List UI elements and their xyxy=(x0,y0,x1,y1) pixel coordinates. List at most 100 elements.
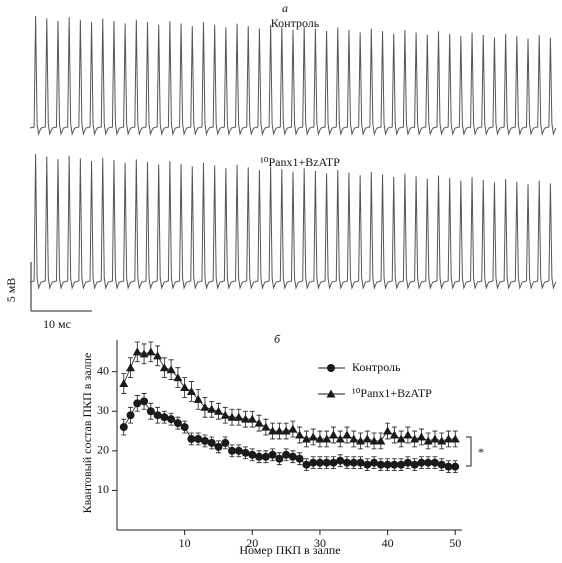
marker xyxy=(282,450,291,459)
marker xyxy=(153,411,162,420)
marker xyxy=(403,458,412,467)
marker xyxy=(288,452,297,461)
marker xyxy=(214,442,223,451)
trace xyxy=(29,15,557,136)
marker xyxy=(349,458,358,467)
marker xyxy=(207,438,216,447)
x-tick-label: 40 xyxy=(382,536,394,550)
marker xyxy=(390,460,399,469)
marker xyxy=(315,458,324,467)
marker xyxy=(268,450,277,459)
marker xyxy=(187,434,196,443)
marker xyxy=(234,412,244,421)
marker xyxy=(423,436,433,445)
marker xyxy=(146,407,155,416)
marker xyxy=(207,404,217,413)
x-axis-label: Номер ПКП в залпе xyxy=(239,543,340,557)
y-axis-label: Квантовый состав ПКП в залпе xyxy=(80,353,94,514)
marker xyxy=(389,430,399,439)
significance-bracket xyxy=(466,436,472,467)
marker xyxy=(376,460,385,469)
marker xyxy=(336,456,345,465)
marker xyxy=(329,458,338,467)
marker xyxy=(437,436,447,445)
legend-label: Контроль xyxy=(352,360,401,374)
marker xyxy=(241,414,251,423)
y-tick-label: 30 xyxy=(97,403,109,417)
trace-label: ¹⁰Panx1+BzATP xyxy=(260,155,340,169)
y-tick-label: 40 xyxy=(97,363,109,377)
marker xyxy=(295,454,304,463)
marker xyxy=(328,430,338,439)
marker xyxy=(159,363,169,372)
marker xyxy=(322,458,331,467)
marker xyxy=(254,418,264,427)
marker xyxy=(396,434,406,443)
marker xyxy=(349,434,359,443)
marker xyxy=(146,347,156,356)
marker xyxy=(200,402,210,411)
marker xyxy=(450,434,460,443)
marker xyxy=(302,460,311,469)
marker xyxy=(255,452,264,461)
marker xyxy=(274,426,284,435)
marker xyxy=(281,426,291,435)
marker xyxy=(370,458,379,467)
x-tick-label: 20 xyxy=(246,536,258,550)
marker xyxy=(220,410,230,419)
marker xyxy=(356,436,366,445)
marker xyxy=(417,458,426,467)
marker xyxy=(326,389,336,398)
x-tick-label: 30 xyxy=(314,536,326,550)
marker xyxy=(194,434,203,443)
marker xyxy=(322,434,332,443)
marker xyxy=(397,460,406,469)
marker xyxy=(342,430,352,439)
marker xyxy=(227,412,237,421)
marker xyxy=(315,434,325,443)
marker xyxy=(444,462,453,471)
marker xyxy=(166,365,176,374)
trace-label: Контроль xyxy=(271,16,320,30)
marker xyxy=(261,452,270,461)
annotation: * xyxy=(478,445,484,459)
marker xyxy=(295,430,305,439)
marker xyxy=(261,422,271,431)
marker xyxy=(410,434,420,443)
marker xyxy=(301,434,311,443)
marker xyxy=(160,413,169,422)
marker xyxy=(416,432,426,441)
marker xyxy=(268,426,278,435)
marker xyxy=(327,364,335,372)
marker xyxy=(241,448,250,457)
marker xyxy=(133,399,142,408)
marker xyxy=(275,454,284,463)
marker xyxy=(173,373,183,382)
marker xyxy=(430,434,440,443)
marker xyxy=(383,460,392,469)
marker xyxy=(126,363,136,372)
marker xyxy=(200,436,209,445)
marker xyxy=(309,458,318,467)
marker xyxy=(362,434,372,443)
marker xyxy=(228,446,236,455)
marker xyxy=(167,415,176,424)
marker xyxy=(193,394,203,403)
marker xyxy=(247,414,257,423)
marker xyxy=(153,351,163,360)
marker xyxy=(126,411,135,420)
marker xyxy=(410,460,419,469)
marker xyxy=(430,458,439,467)
marker xyxy=(213,406,223,415)
marker xyxy=(288,424,298,433)
marker xyxy=(437,460,446,469)
trace xyxy=(29,153,557,290)
y-tick-label: 20 xyxy=(97,443,109,457)
marker xyxy=(343,458,351,467)
marker xyxy=(308,432,318,441)
marker xyxy=(119,423,128,432)
marker xyxy=(451,462,460,471)
marker xyxy=(234,446,243,455)
